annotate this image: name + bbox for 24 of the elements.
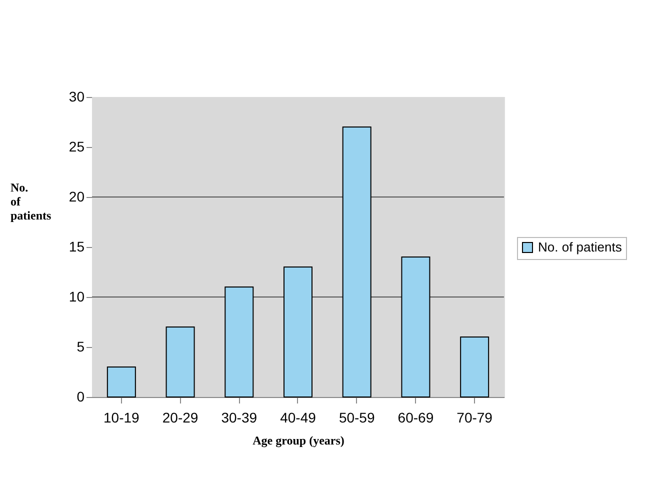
x-tick-label: 70-79	[456, 410, 493, 426]
bar	[401, 256, 430, 398]
bar	[284, 266, 312, 398]
x-tick-label: 50-59	[338, 410, 375, 426]
bar	[224, 286, 254, 398]
y-tick-label: 15	[68, 238, 85, 254]
y-tick-label: 20	[68, 188, 85, 204]
y-tick-label: 10	[68, 288, 85, 304]
x-tick-label: 60-69	[398, 410, 434, 426]
bar	[460, 336, 490, 398]
x-tick-label: 30-39	[221, 410, 258, 426]
y-tick-label: 25	[68, 138, 85, 154]
x-tick-label: 10-19	[104, 410, 140, 426]
x-axis-title: Age group (years)	[252, 434, 344, 448]
y-tick-label: 5	[76, 338, 85, 354]
bar	[342, 126, 372, 398]
x-tick-label: 40-49	[280, 410, 316, 426]
y-axis-title: No. of patients	[10, 180, 52, 222]
bar	[106, 366, 136, 398]
legend-label: No. of patients	[538, 240, 622, 254]
y-tick-label: 0	[76, 388, 85, 404]
y-tick-label: 30	[68, 88, 85, 104]
x-tick-label: 20-29	[162, 410, 198, 426]
bar	[166, 326, 195, 398]
